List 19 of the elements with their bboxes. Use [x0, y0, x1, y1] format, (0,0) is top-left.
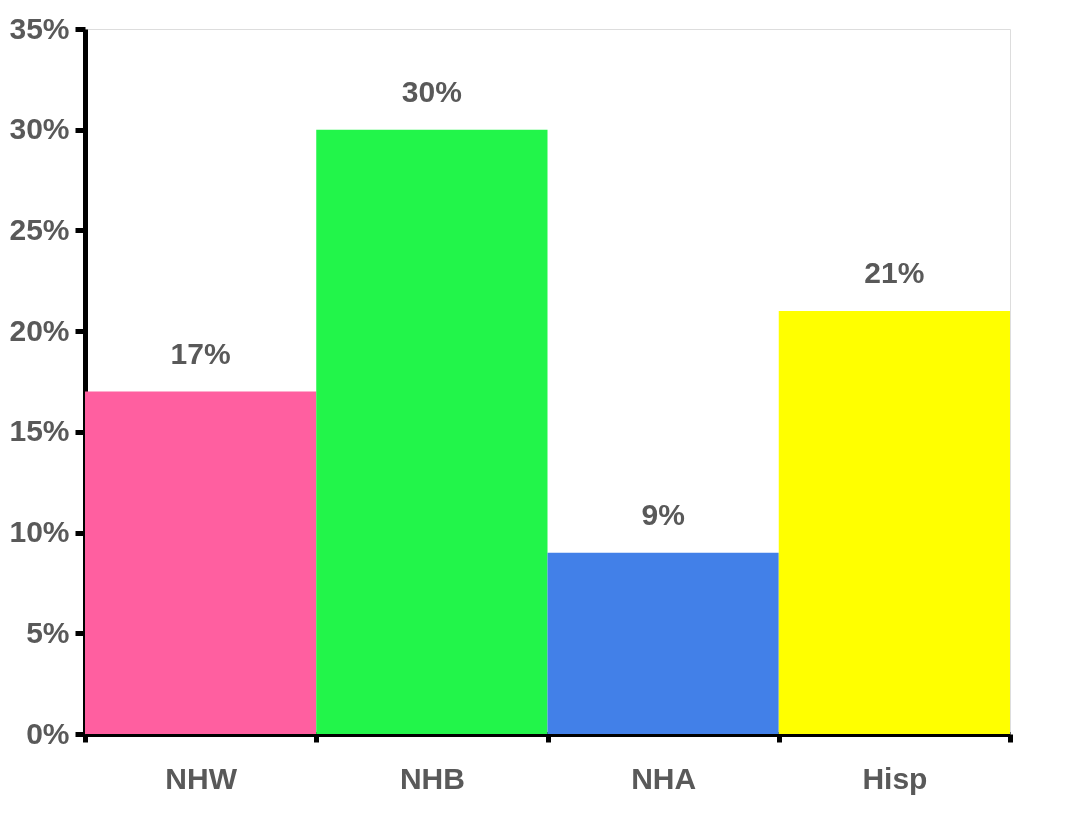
y-tick-label: 35%: [9, 11, 70, 45]
y-tick-label: 0%: [26, 716, 70, 750]
data-label: 17%: [170, 336, 231, 370]
x-tick-label: NHW: [165, 761, 238, 795]
x-tick-label: NHB: [399, 761, 465, 795]
data-label: 9%: [641, 497, 685, 531]
y-tick-label: 30%: [9, 112, 70, 146]
y-tick-label: 20%: [9, 313, 70, 347]
bar: [316, 129, 548, 734]
x-tick-label: NHA: [631, 761, 697, 795]
y-tick-label: 15%: [9, 414, 70, 448]
data-label: 30%: [401, 74, 462, 108]
x-tick-label: Hisp: [862, 761, 928, 795]
bar: [778, 311, 1010, 734]
bar: [547, 552, 779, 734]
data-label: 21%: [864, 256, 925, 289]
y-tick-label: 5%: [26, 615, 70, 649]
y-tick-label: 25%: [9, 212, 70, 246]
y-tick-label: 10%: [9, 515, 70, 549]
